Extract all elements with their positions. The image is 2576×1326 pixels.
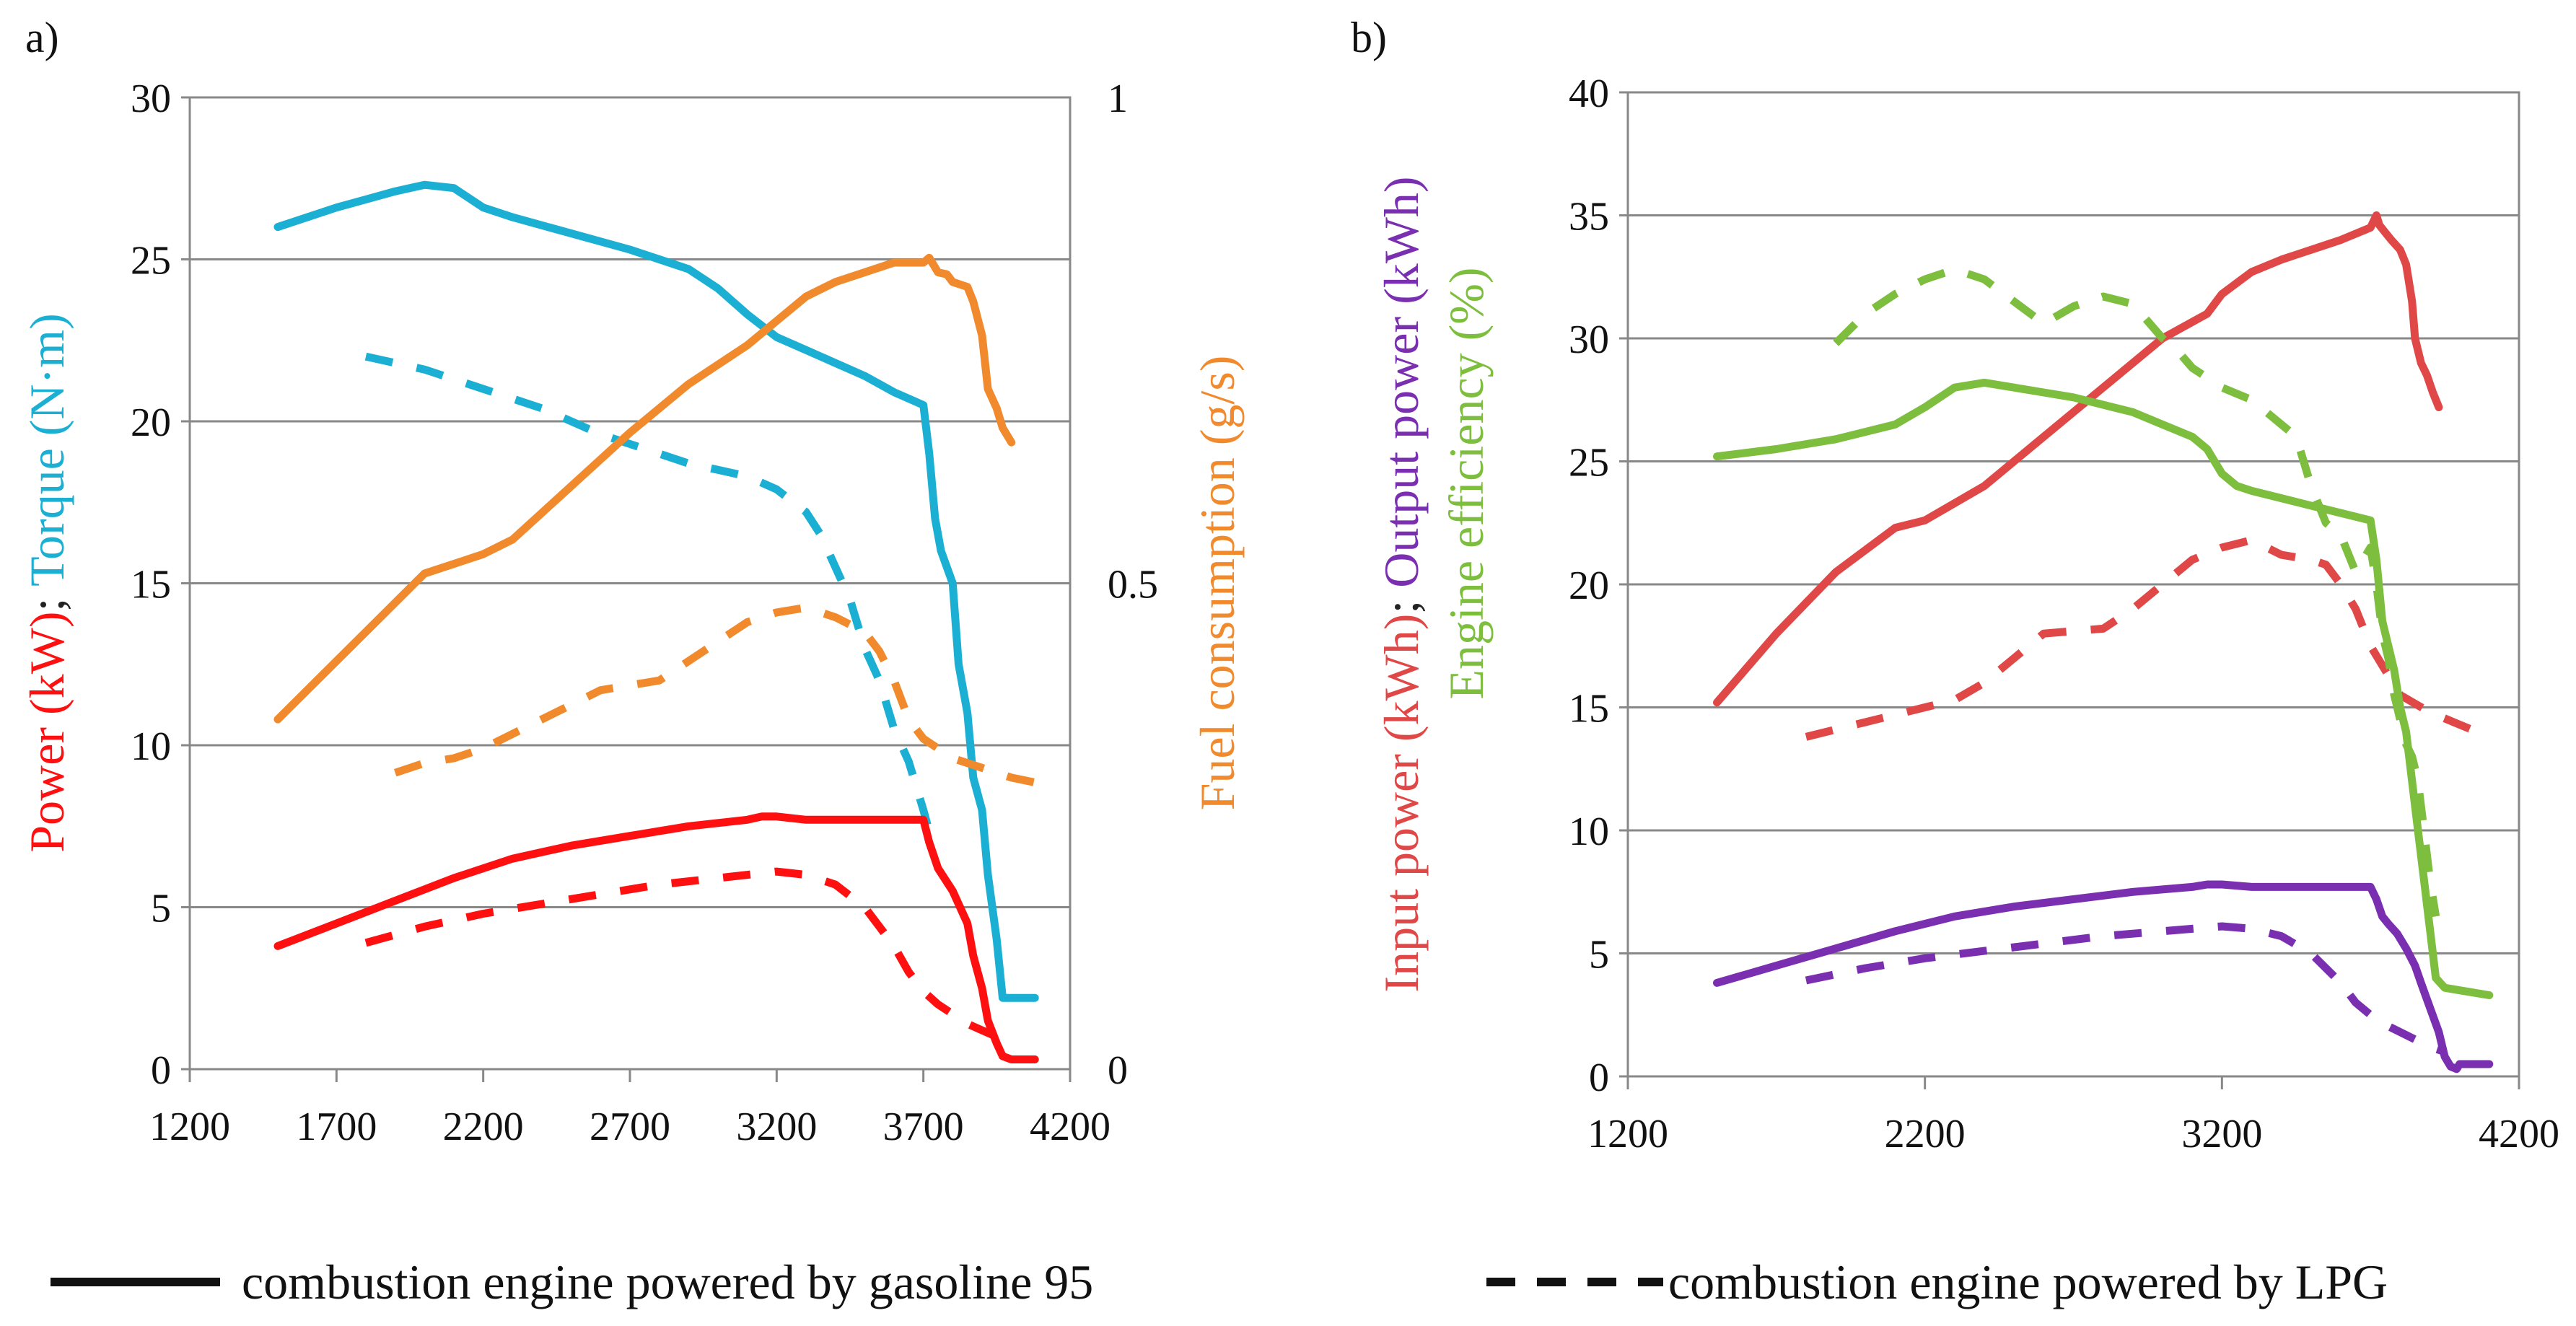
legend-dashed-label: combustion engine powered by LPG (1668, 1255, 2388, 1309)
y2-tick-label: 1 (1108, 76, 1128, 121)
panel-b-y-axis-label-efficiency: Engine efficiency (%) (1439, 267, 1494, 699)
series-line-fuel-consumption-g-s-lpg (393, 603, 1036, 786)
series-line-fuel-consumption-g-s-gasoline-95 (273, 253, 1016, 724)
y-tick-label: 40 (1569, 71, 1609, 116)
y-tick-label: 30 (1569, 317, 1609, 362)
series-line-output-power-kwh-gasoline-95 (1713, 880, 2494, 1073)
panel-a-y-axis-label: Power (kW); Torque (N·m) (19, 313, 74, 852)
y-tick-label: 10 (1569, 809, 1609, 854)
series-line-torque-n-m-lpg (364, 352, 937, 844)
panel-b-y-axis-label: Input power (kWh); Output power (kWh) (1374, 176, 1429, 992)
panel-b: b) 0 5 10 15 20 25 30 35 40 1200 2200 3200 4200 Inp… (1351, 14, 2559, 1156)
x-tick-label: 2200 (443, 1105, 524, 1149)
y2-tick-label: 0.5 (1108, 563, 1158, 607)
x-tick-label: 1700 (296, 1105, 377, 1149)
series-line-input-power-kwh-lpg (1805, 536, 2491, 741)
x-tick-label: 2200 (1885, 1112, 1966, 1156)
y-label-torque: Torque (N·m) (19, 313, 74, 587)
y-tick-label: 5 (1589, 933, 1609, 978)
y-label-separator-b: ; (1374, 588, 1429, 614)
series-line-torque-n-m-gasoline-95 (273, 180, 1039, 1002)
x-tick-label: 3200 (736, 1105, 817, 1149)
panel-b-series (1713, 211, 2494, 1073)
y-tick-label: 20 (1569, 563, 1609, 608)
y-label-input-power: Input power (kWh) (1374, 614, 1429, 993)
series-line-engine-efficiency-lpg (1833, 265, 2440, 918)
panel-a-y2-tick-labels: 00.51 (1108, 76, 1158, 1093)
x-tick-label: 4200 (1030, 1105, 1110, 1149)
panel-a-gridlines (190, 258, 1070, 908)
y2-tick-label: 0 (1108, 1048, 1128, 1093)
y-tick-label: 30 (131, 76, 171, 121)
y-tick-label: 35 (1569, 195, 1609, 240)
y-tick-label: 0 (1589, 1055, 1609, 1100)
panel-b-y-tick-labels: 0 5 10 15 20 25 30 35 40 (1569, 71, 1628, 1100)
series-line-engine-efficiency-gasoline-95 (1713, 378, 2494, 999)
panel-a-label: a) (25, 14, 59, 61)
panel-a-y2-axis-label: Fuel consumption (g/s) (1190, 356, 1245, 811)
y-tick-label: 25 (1569, 441, 1609, 486)
series-line-power-kw-lpg (364, 867, 999, 1041)
x-tick-label: 3700 (883, 1105, 964, 1149)
x-tick-label: 4200 (2479, 1112, 2559, 1156)
y-tick-label: 20 (131, 400, 171, 445)
panel-b-x-tick-labels: 1200 2200 3200 4200 (1587, 1076, 2559, 1156)
legend-solid-label: combustion engine powered by gasoline 95 (242, 1255, 1093, 1309)
x-tick-label: 3200 (2181, 1112, 2262, 1156)
y-tick-label: 10 (131, 724, 171, 769)
panel-a-x-tick-labels: 1200 1700 2200 2700 3200 3700 4200 (149, 1069, 1110, 1149)
y-label-power: Power (kW) (19, 612, 74, 853)
y-label-separator: ; (19, 587, 74, 612)
series-line-input-power-kwh-gasoline-95 (1713, 211, 2443, 707)
x-tick-label: 1200 (149, 1105, 230, 1149)
x-tick-label: 1200 (1587, 1112, 1668, 1156)
panel-a-series (273, 180, 1039, 1063)
y-tick-label: 15 (131, 563, 171, 607)
y-tick-label: 15 (1569, 687, 1609, 732)
y-tick-label: 0 (151, 1048, 171, 1093)
y-label-output-power: Output power (kWh) (1374, 176, 1429, 587)
x-tick-label: 2700 (590, 1105, 670, 1149)
panel-a-y-tick-labels: 0 5 10 15 20 25 30 (131, 76, 190, 1093)
legend: combustion engine powered by gasoline 95… (51, 1255, 2388, 1309)
y-tick-label: 25 (131, 239, 171, 284)
panel-b-label: b) (1351, 14, 1387, 61)
y-tick-label: 5 (151, 887, 171, 931)
panel-b-gridlines (1628, 214, 2519, 954)
series-line-output-power-kwh-lpg (1805, 922, 2446, 1056)
